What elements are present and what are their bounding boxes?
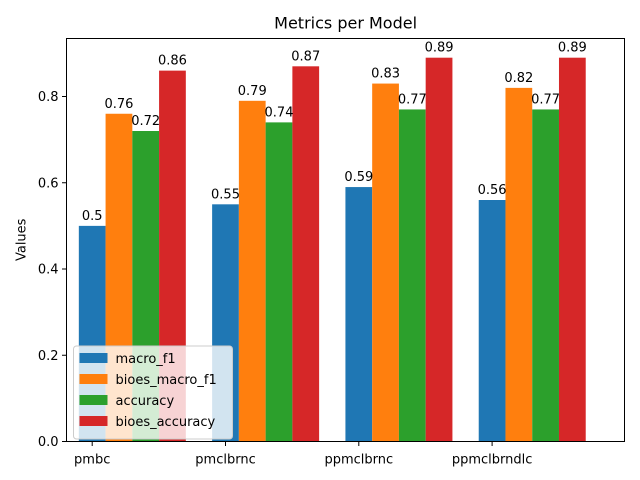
bar-bioes_accuracy-ppmclbrnc <box>425 57 453 442</box>
y-axis-label: Values <box>15 218 30 261</box>
bar-accuracy-ppmclbrndlc <box>532 109 559 442</box>
bar-accuracy-ppmclbrnc <box>398 109 426 442</box>
data-label-accuracy-ppmclbrndlc: 0.77 <box>531 92 560 107</box>
data-label-bioes_macro_f1-pmclbrnc: 0.79 <box>238 84 267 99</box>
x-axis: pmbc pmclbrnc ppmclbrnc ppmclbrndlc <box>74 441 533 468</box>
y-tick-label: 0.2 <box>38 349 59 364</box>
bar-macro_f1-ppmclbrndlc <box>478 200 506 442</box>
data-label-macro_f1-ppmclbrndlc: 0.56 <box>478 183 507 198</box>
legend-swatch-bioes_macro_f1 <box>79 374 108 384</box>
x-tick-label-ppmclbrnc: ppmclbrnc <box>324 453 393 468</box>
bar-bioes_macro_f1-ppmclbrnc <box>372 83 399 442</box>
x-tick-label-ppmclbrndlc: ppmclbrndlc <box>452 453 533 468</box>
bar-bioes_accuracy-ppmclbrndlc <box>558 57 586 442</box>
legend-label-macro_f1: macro_f1 <box>116 352 176 367</box>
data-labels-group: 0.5 0.55 0.59 0.56 0.76 0.79 0.83 0.82 0.72 0.74 0… <box>82 41 587 224</box>
data-label-bioes_accuracy-ppmclbrnc: 0.89 <box>425 41 454 56</box>
legend-box <box>73 345 233 440</box>
bar-bioes_macro_f1-ppmclbrndlc <box>505 87 533 442</box>
data-label-macro_f1-ppmclbrnc: 0.59 <box>344 170 373 185</box>
legend-swatch-accuracy <box>79 395 108 405</box>
data-label-bioes_macro_f1-ppmclbrndlc: 0.82 <box>504 71 533 86</box>
data-label-accuracy-ppmclbrnc: 0.77 <box>398 92 427 107</box>
bar-bioes_accuracy-pmclbrnc <box>292 66 320 442</box>
data-label-bioes_accuracy-pmbc: 0.86 <box>158 54 187 69</box>
bar-accuracy-pmclbrnc <box>265 122 293 442</box>
chart-title: Metrics per Model <box>274 14 417 33</box>
legend: macro_f1 bioes_macro_f1 accuracy bioes_accu… <box>73 345 233 440</box>
y-tick-label: 0.0 <box>38 435 59 450</box>
data-label-macro_f1-pmbc: 0.5 <box>82 209 103 224</box>
data-label-accuracy-pmclbrnc: 0.74 <box>265 105 294 120</box>
data-label-accuracy-pmbc: 0.72 <box>131 114 160 129</box>
legend-label-bioes_accuracy: bioes_accuracy <box>116 415 216 430</box>
y-tick-label: 0.4 <box>38 263 59 278</box>
data-label-bioes_macro_f1-pmbc: 0.76 <box>104 97 133 112</box>
x-tick-label-pmclbrnc: pmclbrnc <box>195 453 255 468</box>
bar-macro_f1-ppmclbrnc <box>345 187 373 442</box>
y-axis: 0.0 0.2 0.4 0.6 0.8 <box>38 90 67 450</box>
data-label-bioes_macro_f1-ppmclbrnc: 0.83 <box>371 67 400 82</box>
x-tick-label-pmbc: pmbc <box>74 453 110 468</box>
legend-swatch-bioes_accuracy <box>79 416 108 426</box>
y-tick-label: 0.6 <box>38 176 59 191</box>
data-label-macro_f1-pmclbrnc: 0.55 <box>211 187 240 202</box>
plot-frame <box>66 38 625 442</box>
legend-swatch-macro_f1 <box>79 353 108 363</box>
data-label-bioes_accuracy-ppmclbrndlc: 0.89 <box>558 41 587 56</box>
y-tick-label: 0.8 <box>38 90 59 105</box>
legend-label-accuracy: accuracy <box>116 394 175 409</box>
data-label-bioes_accuracy-pmclbrnc: 0.87 <box>291 49 320 64</box>
legend-label-bioes_macro_f1: bioes_macro_f1 <box>116 373 217 388</box>
bar-bioes_macro_f1-pmclbrnc <box>238 100 266 442</box>
